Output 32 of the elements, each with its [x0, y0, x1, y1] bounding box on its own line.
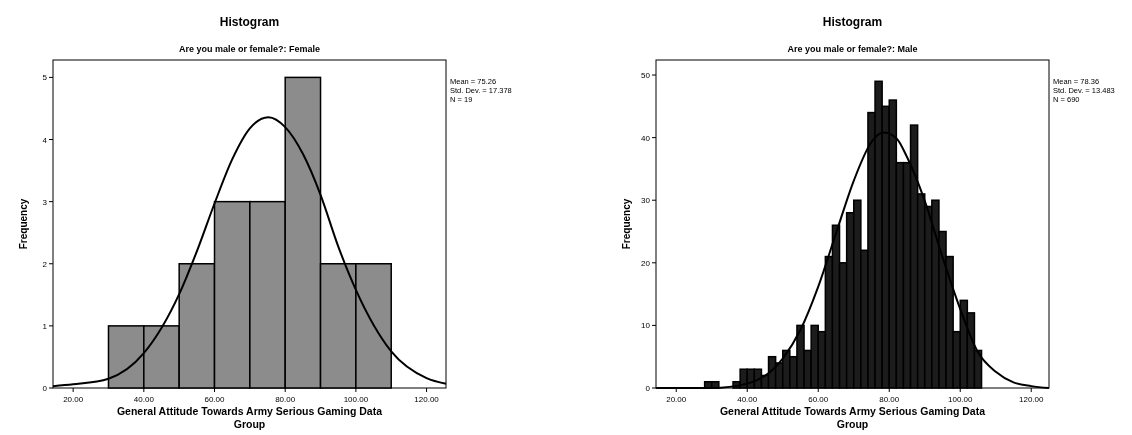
chart-subtitle: Are you male or female?: Male: [787, 44, 918, 54]
x-tick-label: 120.00: [1019, 395, 1045, 404]
chart-subtitle: Are you male or female?: Female: [178, 44, 321, 54]
x-tick-label: 40.00: [133, 395, 155, 404]
y-tick-label: 5: [42, 73, 48, 83]
y-tick-label: 40: [641, 133, 651, 143]
x-tick-label: 20.00: [666, 395, 687, 404]
x-tick-label: 100.00: [343, 395, 369, 404]
x-tick-label: 60.00: [808, 395, 829, 404]
y-tick-label: 2: [42, 259, 48, 269]
x-tick-label: 60.00: [204, 395, 226, 404]
y-tick-label: 10: [641, 321, 651, 331]
chart-title: Histogram: [219, 15, 280, 29]
x-axis-title: General Attitude Towards Army Serious Gaming Data Group: [116, 405, 383, 430]
x-axis-title: General Attitude Towards Army Serious Gaming Data Group: [719, 405, 986, 430]
chart-title: Histogram: [822, 15, 883, 29]
y-tick-label: 0: [42, 384, 48, 393]
y-tick-label: 1: [42, 321, 48, 331]
y-tick-label: 3: [42, 197, 48, 207]
y-tick-label: 30: [641, 196, 651, 206]
x-tick-label: 80.00: [879, 395, 900, 404]
y-tick-label: 4: [42, 135, 48, 145]
x-tick-label: 40.00: [737, 395, 758, 404]
x-tick-label: 80.00: [275, 395, 296, 404]
y-tick-label: 20: [641, 258, 651, 268]
x-tick-label: 120.00: [414, 395, 440, 404]
y-tick-label: 50: [641, 71, 651, 81]
y-axis-title: Frequency: [18, 198, 29, 250]
y-tick-label: 0: [645, 384, 651, 393]
x-tick-label: 20.00: [63, 395, 84, 404]
x-tick-label: 100.00: [948, 395, 974, 404]
y-axis-title: Frequency: [621, 198, 632, 250]
